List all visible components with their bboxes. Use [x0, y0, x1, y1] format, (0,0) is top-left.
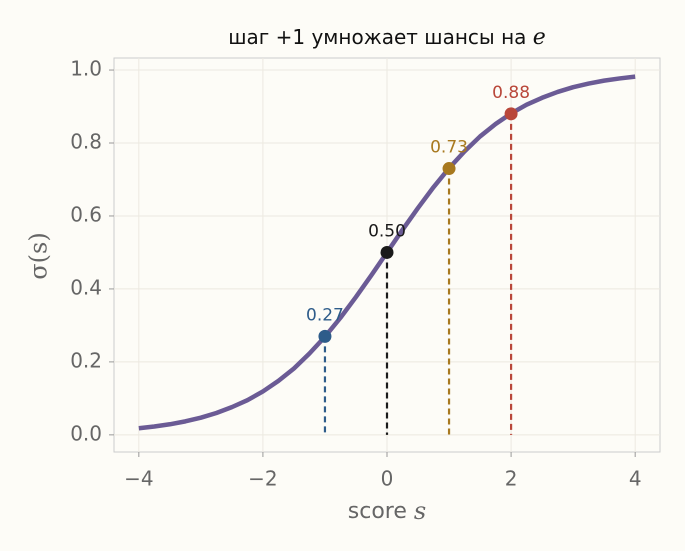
point-label: 0.50	[368, 221, 406, 241]
x-axis-label: score s	[348, 497, 426, 525]
title-symbol: e	[533, 25, 546, 50]
x-label-symbol: s	[414, 497, 426, 525]
point	[380, 245, 394, 259]
y-tick-label: 1.0	[70, 57, 102, 81]
point	[504, 107, 518, 121]
x-tick-label: 2	[505, 467, 518, 491]
point	[318, 329, 332, 343]
y-tick-label: 0.4	[70, 275, 102, 299]
chart-title: шаг +1 умножает шансы на e	[228, 25, 546, 51]
y-tick-label: 0.0	[70, 421, 102, 445]
y-tick-label: 0.8	[70, 130, 102, 154]
y-axis-label: σ(s)	[25, 232, 53, 279]
x-tick-label: −2	[248, 467, 277, 491]
x-tick-label: −4	[124, 467, 153, 491]
y-tick-label: 0.2	[70, 348, 102, 372]
x-label-text: score	[348, 499, 407, 524]
point-label: 0.27	[306, 305, 344, 325]
point	[442, 162, 456, 176]
y-tick-label: 0.6	[70, 202, 102, 226]
point-label: 0.88	[492, 83, 530, 103]
x-tick-label: 4	[629, 467, 642, 491]
title-text: шаг +1 умножает шансы на	[228, 25, 526, 49]
point-label: 0.73	[430, 138, 468, 158]
x-tick-label: 0	[381, 467, 394, 491]
